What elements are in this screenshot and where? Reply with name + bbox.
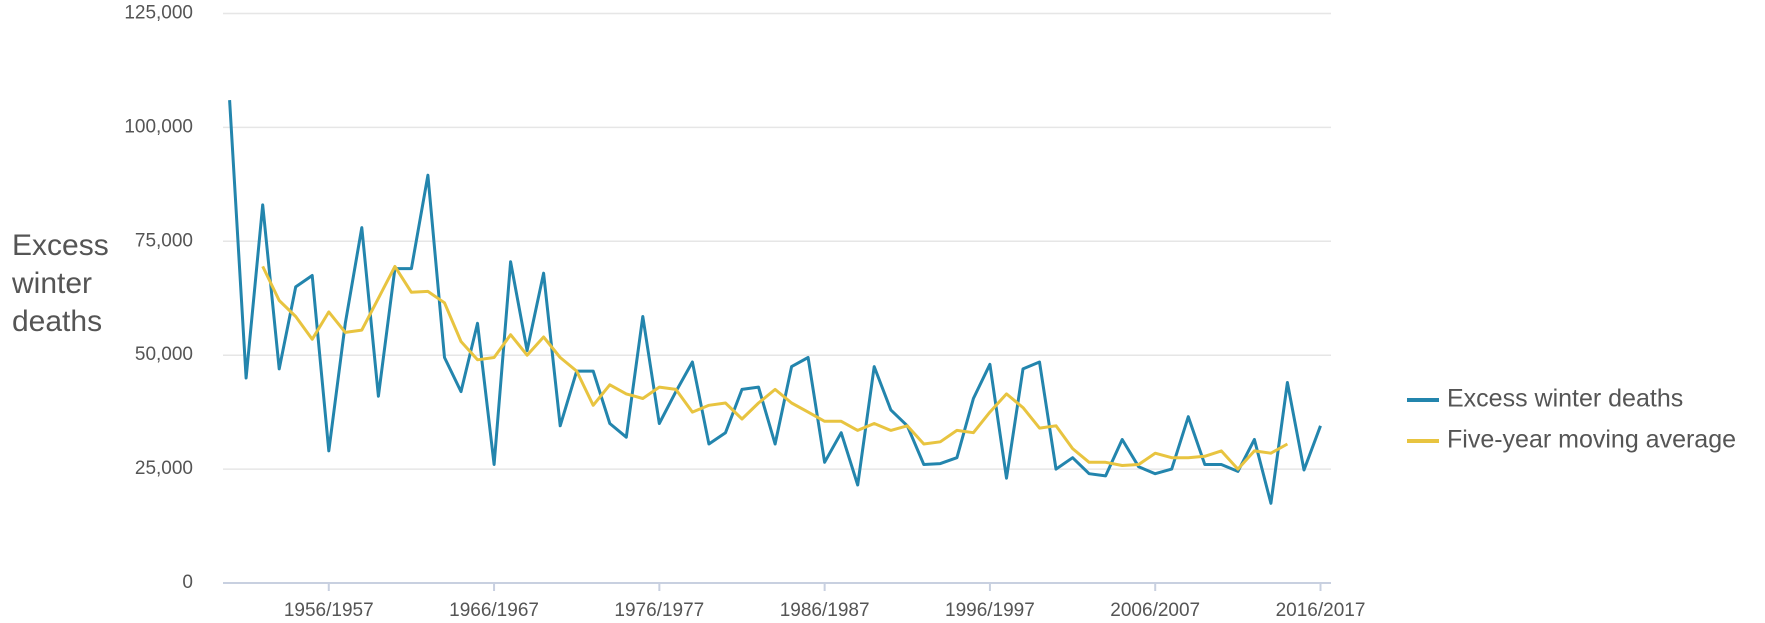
y-tick-label: 50,000: [135, 344, 193, 365]
legend-label: Excess winter deaths: [1447, 385, 1683, 413]
x-tick-label: 1976/1977: [614, 600, 704, 621]
y-tick-label: 25,000: [135, 458, 193, 479]
y-tick-label: 100,000: [124, 116, 193, 137]
x-tick-label: 2016/2017: [1276, 600, 1366, 621]
x-tick-label: 2006/2007: [1110, 600, 1200, 621]
series-line: [261, 264, 1289, 471]
x-tick-label: 1996/1997: [945, 600, 1035, 621]
y-tick-label: 125,000: [124, 3, 193, 24]
legend-label: Five-year moving average: [1447, 426, 1736, 454]
y-tick-label: 0: [182, 572, 193, 593]
y-axis-title: Excess winter deaths: [11, 229, 109, 338]
x-tick-label: 1956/1957: [284, 600, 374, 621]
x-tick-label: 1986/1987: [780, 600, 870, 621]
series-line: [228, 100, 1322, 505]
y-tick-label: 75,000: [135, 230, 193, 251]
x-tick-label: 1966/1967: [449, 600, 539, 621]
